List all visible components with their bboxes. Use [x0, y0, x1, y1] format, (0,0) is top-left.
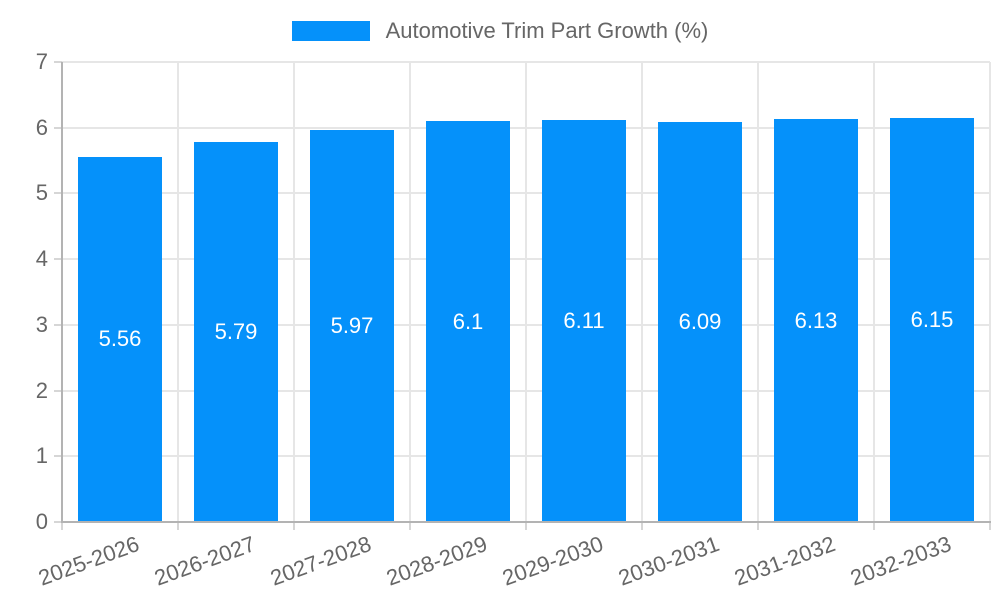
- y-axis-label: 0: [35, 509, 48, 534]
- bar-value-label: 5.56: [98, 326, 142, 352]
- legend-swatch: [291, 21, 370, 41]
- x-axis-label: 2028-2029: [382, 531, 491, 591]
- x-axis-tick: [409, 522, 411, 530]
- gridline-vertical: [525, 62, 527, 522]
- x-axis-line: [61, 521, 991, 523]
- x-axis-label: 2025-2026: [34, 531, 143, 591]
- x-axis-label: 2031-2032: [730, 531, 839, 591]
- y-axis-tick: [54, 323, 62, 326]
- legend[interactable]: Automotive Trim Part Growth (%): [0, 18, 1000, 44]
- y-axis-line: [61, 62, 63, 522]
- y-axis-tick: [54, 192, 62, 195]
- y-axis-tick: [54, 126, 62, 129]
- gridline-vertical: [293, 62, 295, 522]
- y-axis-tick: [54, 61, 62, 63]
- x-axis-tick: [293, 522, 295, 530]
- x-axis-tick: [989, 522, 991, 530]
- y-axis-tick: [54, 389, 62, 392]
- bar: [658, 121, 742, 522]
- legend-label: Automotive Trim Part Growth (%): [385, 18, 709, 43]
- gridline-vertical: [873, 62, 875, 522]
- x-axis-label: 2029-2030: [498, 531, 607, 591]
- bar: [774, 119, 858, 522]
- y-axis-label: 7: [35, 49, 48, 74]
- x-axis-label: 2032-2033: [846, 531, 955, 591]
- x-axis-tick: [757, 522, 759, 530]
- bar: [890, 117, 974, 522]
- bar: [426, 121, 510, 522]
- bar-value-label: 6.13: [794, 307, 838, 333]
- y-axis-tick: [54, 521, 62, 523]
- y-axis-label: 2: [35, 377, 48, 403]
- bar: [78, 156, 162, 522]
- y-axis-label: 4: [35, 246, 48, 272]
- y-axis-label: 6: [35, 114, 48, 140]
- y-axis-label: 3: [35, 311, 48, 337]
- gridline-vertical: [409, 62, 411, 522]
- y-axis-label: 5: [35, 180, 48, 206]
- gridline-vertical: [641, 62, 643, 522]
- x-axis-tick: [61, 522, 63, 530]
- gridline-vertical: [757, 62, 759, 522]
- bar-value-label: 6.11: [563, 308, 605, 334]
- bar-value-label: 6.09: [678, 308, 722, 334]
- bar-value-label: 5.97: [330, 312, 374, 338]
- gridline-vertical: [989, 62, 991, 522]
- bar-value-label: 6.1: [452, 308, 484, 334]
- x-axis-tick: [177, 522, 179, 530]
- bar: [310, 129, 394, 522]
- gridline-vertical: [177, 62, 179, 522]
- bar: [194, 141, 278, 522]
- y-axis-label: 1: [35, 443, 48, 469]
- y-axis-tick: [54, 455, 62, 458]
- x-axis-tick: [641, 522, 643, 530]
- y-axis-tick: [54, 258, 62, 261]
- x-axis-label: 2027-2028: [266, 531, 375, 591]
- x-axis-tick: [873, 522, 875, 530]
- x-axis-label: 2030-2031: [614, 531, 723, 591]
- x-axis-label: 2026-2027: [150, 531, 259, 591]
- bar-value-label: 6.15: [910, 306, 954, 332]
- bar: [542, 120, 626, 522]
- x-axis-tick: [525, 522, 527, 530]
- bar-value-label: 5.79: [214, 318, 258, 344]
